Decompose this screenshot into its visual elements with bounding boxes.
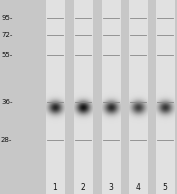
Text: 3: 3	[109, 184, 113, 192]
Text: 95-: 95-	[1, 15, 12, 21]
Bar	[102, 0, 120, 194]
Text: 1: 1	[53, 184, 57, 192]
Text: 5: 5	[162, 184, 167, 192]
Bar	[156, 0, 174, 194]
Text: 28-: 28-	[1, 137, 12, 143]
Text: 2: 2	[81, 184, 85, 192]
Bar	[46, 0, 64, 194]
Text: 4: 4	[136, 184, 140, 192]
Text: 36-: 36-	[1, 99, 13, 105]
Text: 55-: 55-	[1, 52, 12, 58]
Text: 72-: 72-	[1, 32, 12, 38]
Bar	[74, 0, 92, 194]
Bar	[129, 0, 147, 194]
